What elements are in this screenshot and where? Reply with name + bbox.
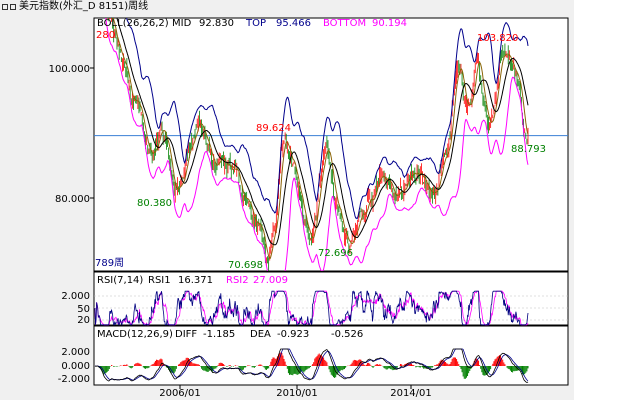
window-title: 美元指数(外汇_D 8151)周线 bbox=[19, 1, 149, 12]
boll-bottom-value: 90.194 bbox=[372, 18, 407, 29]
title-bar: 美元指数(外汇_D 8151)周线 bbox=[0, 0, 574, 14]
rsi2-label: RSI2 bbox=[226, 275, 249, 286]
x-tick-2006: 2006/01 bbox=[159, 388, 201, 399]
annotation-high-start: 280 bbox=[96, 30, 115, 41]
x-tick-2010: 2010/01 bbox=[276, 388, 318, 399]
macd-y-tick-neg2: -2.000 bbox=[58, 374, 90, 385]
rsi-y-tick-20: 20 bbox=[77, 315, 90, 326]
rsi1-line bbox=[94, 290, 529, 326]
rsi-y-tick-80: 2.000 bbox=[61, 291, 90, 302]
boll-mid-value: 92.830 bbox=[199, 18, 234, 29]
rsi1-label: RSI1 bbox=[148, 275, 171, 286]
main-panel-frame bbox=[93, 17, 569, 272]
macd-value: -0.526 bbox=[331, 329, 363, 340]
annotation-low-2011: 72.696 bbox=[318, 248, 353, 259]
boll-indicator-name: BOLL(26,26,2) bbox=[97, 18, 169, 29]
x-tick-2014: 2014/01 bbox=[390, 388, 432, 399]
macd-dea-value: -0.923 bbox=[277, 329, 309, 340]
macd-diff-label: DIFF bbox=[175, 329, 197, 340]
period-label: 789周 bbox=[95, 257, 124, 269]
annotation-high-2017: 103.820 bbox=[477, 33, 518, 44]
rsi-indicator-name: RSI(7,14) bbox=[97, 275, 143, 286]
main-y-tick-80: 80.000 bbox=[55, 194, 90, 205]
annotation-low-2005: 80.380 bbox=[137, 198, 172, 209]
boll-mid-line bbox=[116, 18, 529, 246]
annotation-low-2008: 70.698 bbox=[228, 260, 263, 271]
macd-dea-label: DEA bbox=[250, 329, 271, 340]
diff-line bbox=[94, 348, 529, 383]
window-menu-icon[interactable] bbox=[2, 3, 16, 11]
boll-top-value: 95.466 bbox=[276, 18, 311, 29]
boll-bottom-line bbox=[105, 18, 529, 271]
macd-diff-value: -1.185 bbox=[203, 329, 235, 340]
macd-y-tick-0: 0.000 bbox=[61, 361, 90, 372]
boll-mid-label: MID bbox=[172, 18, 192, 29]
annotation-low-2017: 88.793 bbox=[511, 144, 546, 155]
macd-y-tick-2: 2.000 bbox=[61, 347, 90, 358]
boll-bottom-label: BOTTOM bbox=[323, 18, 366, 29]
boll-top-label: TOP bbox=[245, 18, 266, 29]
macd-indicator-name: MACD(12,26,9) bbox=[97, 329, 173, 340]
short-ma-line bbox=[112, 18, 529, 260]
rsi2-value: 27.009 bbox=[253, 275, 288, 286]
boll-top-line bbox=[126, 18, 529, 220]
annotation-high-2008: 89.624 bbox=[256, 123, 291, 134]
rsi-y-tick-50: 50 bbox=[77, 304, 90, 315]
rsi1-value: 16.371 bbox=[178, 275, 213, 286]
main-y-tick-100: 100.000 bbox=[49, 64, 90, 75]
